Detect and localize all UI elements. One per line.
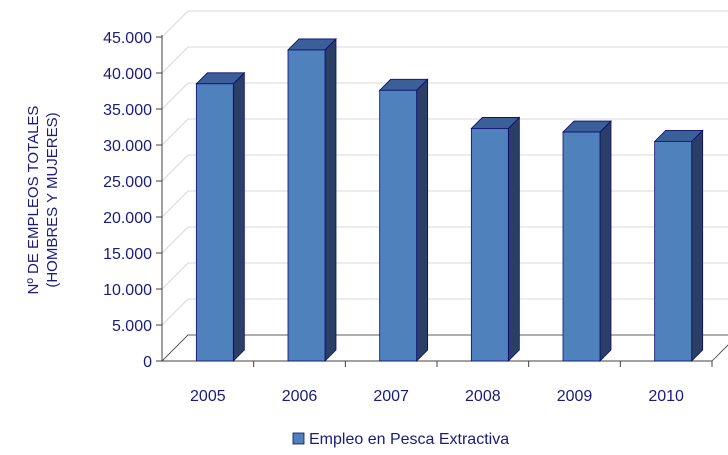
gridline: [161, 298, 728, 326]
chart-walls: [161, 334, 728, 362]
y-axis-title-line-2: (HOMBRES Y MUJERES): [44, 112, 61, 287]
y-tick-label: 20.000: [103, 210, 152, 227]
y-tick-label: 0: [143, 354, 152, 371]
bar-front-face: [287, 49, 326, 362]
gridlines: [161, 10, 728, 326]
y-tick-label: 40.000: [103, 66, 152, 83]
y-tick-label: 35.000: [103, 102, 152, 119]
x-tick-label: 2008: [465, 388, 501, 405]
axes: [156, 35, 713, 367]
gridline: [161, 226, 728, 254]
bar-2007: [378, 78, 429, 362]
y-tick-label: 15.000: [103, 246, 152, 263]
legend-swatch: [292, 432, 305, 445]
floor: [161, 334, 728, 362]
bar-2010: [653, 129, 704, 362]
gridline: [161, 118, 728, 146]
bar-side-face: [599, 120, 612, 362]
bar-side-face: [232, 71, 245, 362]
y-tick-label: 10.000: [103, 282, 152, 299]
gridline: [161, 262, 728, 290]
gridline: [161, 154, 728, 182]
bar-side-face: [507, 116, 520, 362]
gridline: [161, 10, 728, 38]
bars: [195, 37, 704, 362]
bar-2005: [195, 71, 246, 362]
x-tick-label: 2007: [373, 388, 409, 405]
x-tick-label: 2005: [190, 388, 226, 405]
bar-front-face: [654, 140, 693, 362]
gridline: [161, 190, 728, 218]
bar-2006: [287, 37, 337, 362]
bar-front-face: [379, 89, 418, 362]
bar-front-face: [195, 83, 234, 362]
x-tick-label: 2010: [648, 388, 684, 405]
gridline: [161, 46, 728, 74]
y-tick-label: 30.000: [103, 138, 152, 155]
bar-2009: [562, 120, 612, 362]
bar-2008: [470, 116, 521, 362]
bar-side-face: [416, 78, 429, 362]
legend: Empleo en Pesca Extractiva: [292, 431, 509, 448]
x-tick-label: 2006: [282, 388, 318, 405]
y-tick-label: 25.000: [103, 174, 152, 191]
axis-labels: 0 5.000 10.000 15.000 20.000 25.000 30.000 35.0…: [103, 30, 684, 405]
y-tick-label: 45.000: [103, 30, 152, 47]
bar-side-face: [324, 37, 337, 362]
back-wall-edge: [161, 334, 728, 362]
x-tick-label: 2009: [557, 388, 593, 405]
bar-front-face: [562, 131, 601, 362]
gridline: [161, 82, 728, 110]
y-tick-label: 5.000: [112, 318, 152, 335]
bar-side-face: [691, 129, 704, 362]
y-axis-title-line-1: Nº DE EMPLEOS TOTALES: [25, 106, 42, 295]
bar-front-face: [470, 128, 509, 362]
legend-label: Empleo en Pesca Extractiva: [309, 431, 509, 448]
